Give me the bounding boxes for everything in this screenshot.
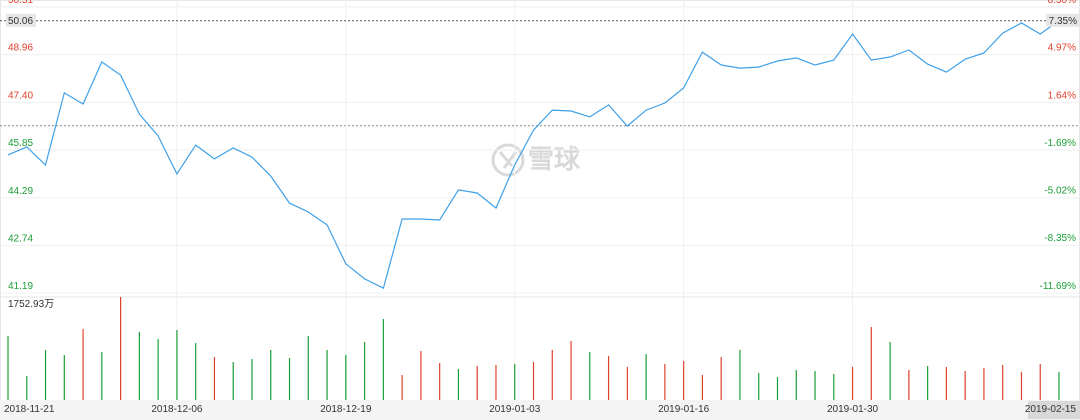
y2-tick-label: -8.35% bbox=[1044, 233, 1076, 244]
x-tick-label: 2018-11-21 bbox=[4, 404, 55, 415]
x-tick-label: 2018-12-06 bbox=[151, 404, 203, 415]
x-tick-label: 2019-01-16 bbox=[658, 404, 710, 415]
y-tick-label: 42.74 bbox=[8, 233, 33, 244]
last-price-box bbox=[6, 13, 36, 27]
x-tick-label: 2018-12-19 bbox=[320, 404, 372, 415]
y2-tick-label: 1.64% bbox=[1048, 90, 1076, 101]
last-price-label: 50.06 bbox=[8, 16, 33, 27]
y-tick-label: 41.19 bbox=[8, 281, 33, 292]
y-tick-label: 45.85 bbox=[8, 138, 33, 149]
x-label-highlight bbox=[1028, 401, 1080, 419]
y2-tick-label: 4.97% bbox=[1048, 43, 1076, 54]
y2-tick-label: 8.30% bbox=[1048, 0, 1076, 6]
x-axis-band bbox=[0, 400, 1080, 420]
y-tick-label: 50.51 bbox=[8, 0, 33, 6]
y2-tick-label: -5.02% bbox=[1044, 186, 1076, 197]
last-change-box bbox=[1046, 13, 1080, 27]
y-tick-label: 44.29 bbox=[8, 186, 33, 197]
watermark-logo bbox=[491, 143, 525, 177]
y2-tick-label: -11.69% bbox=[1039, 281, 1076, 292]
last-change-label: 7.35% bbox=[1049, 16, 1077, 27]
y-tick-label: 48.96 bbox=[8, 43, 33, 54]
volume-max-label: 1752.93万 bbox=[8, 299, 54, 310]
x-tick-label: 2019-02-15 bbox=[1025, 404, 1077, 415]
watermark: 雪球 bbox=[528, 144, 581, 174]
x-tick-label: 2019-01-03 bbox=[489, 404, 541, 415]
price-line bbox=[7, 20, 1060, 289]
x-tick-label: 2019-01-30 bbox=[827, 404, 879, 415]
y2-tick-label: -1.69% bbox=[1044, 138, 1076, 149]
y-tick-label: 47.40 bbox=[8, 90, 33, 101]
